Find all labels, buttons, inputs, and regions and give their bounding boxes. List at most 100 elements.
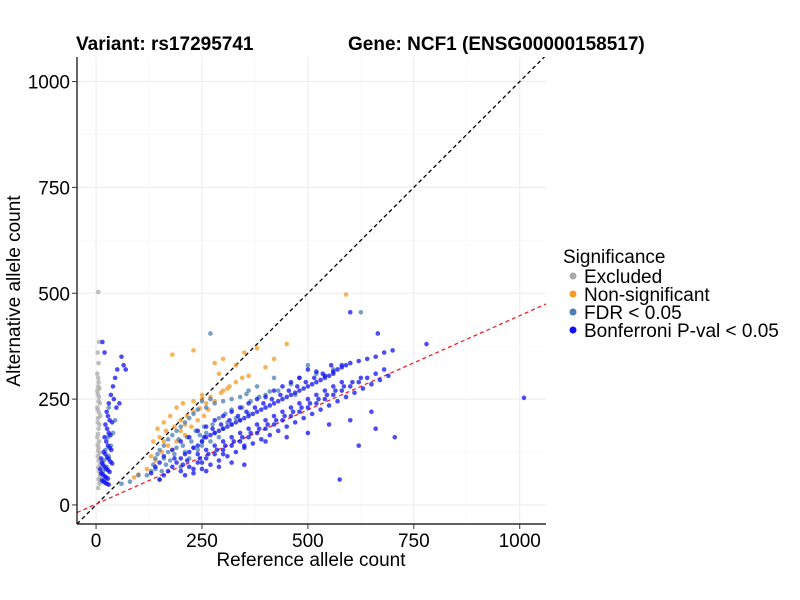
- data-point: [305, 430, 311, 436]
- data-point: [216, 464, 222, 470]
- data-point: [103, 422, 108, 427]
- data-point: [97, 401, 103, 406]
- data-point: [297, 388, 302, 393]
- data-point: [103, 439, 109, 444]
- y-tick-label: 500: [38, 284, 70, 305]
- data-point: [199, 439, 205, 444]
- data-point: [343, 362, 349, 368]
- data-point: [381, 367, 387, 372]
- data-point: [373, 426, 378, 432]
- y-tick-label: 0: [59, 496, 70, 517]
- x-tick-label: 0: [91, 531, 102, 552]
- data-point: [318, 407, 323, 412]
- data-point: [98, 413, 103, 419]
- data-point: [222, 443, 228, 448]
- data-point: [339, 365, 345, 370]
- data-point: [96, 426, 101, 432]
- data-point: [201, 413, 207, 419]
- data-point: [203, 405, 209, 410]
- data-point: [292, 390, 298, 396]
- data-point: [263, 394, 268, 400]
- data-point: [220, 426, 226, 432]
- data-point: [195, 460, 201, 465]
- data-point: [280, 384, 285, 389]
- data-point: [309, 381, 315, 387]
- data-point: [364, 356, 370, 362]
- data-point: [297, 409, 302, 415]
- data-point: [352, 390, 357, 396]
- data-point: [191, 411, 196, 417]
- data-point: [106, 401, 112, 406]
- data-point: [199, 392, 205, 398]
- data-point: [322, 388, 328, 393]
- data-point: [144, 473, 150, 478]
- data-point: [172, 456, 177, 461]
- data-point: [237, 394, 243, 400]
- data-point: [195, 443, 201, 448]
- data-point: [275, 388, 281, 393]
- legend-label: Non-significant: [584, 285, 710, 306]
- data-point: [110, 384, 116, 389]
- data-point: [358, 310, 364, 315]
- data-point: [331, 384, 336, 389]
- data-point: [174, 445, 179, 451]
- data-point: [186, 415, 192, 421]
- data-point: [186, 464, 192, 470]
- data-point: [191, 398, 196, 404]
- data-point: [267, 389, 273, 394]
- data-point: [216, 428, 222, 434]
- data-point: [242, 443, 247, 448]
- data-point: [242, 462, 247, 468]
- data-point: [267, 432, 273, 438]
- data-point: [95, 350, 101, 355]
- data-point: [254, 384, 260, 389]
- data-point: [292, 420, 298, 425]
- data-point: [203, 401, 209, 406]
- ticks: 0 250 500 750 1000 0 250 500 750 1000: [28, 73, 541, 552]
- data-point: [163, 428, 169, 434]
- data-point: [148, 470, 154, 476]
- data-point: [278, 392, 283, 398]
- data-point: [284, 394, 290, 400]
- data-point: [172, 451, 177, 457]
- reference-line-identity: [77, 57, 546, 524]
- data-point: [343, 292, 349, 297]
- data-point: [290, 409, 296, 415]
- data-point: [252, 405, 258, 410]
- data-point: [153, 456, 158, 461]
- data-point: [375, 331, 381, 336]
- data-point: [208, 462, 213, 468]
- data-point: [182, 420, 188, 425]
- data-point: [178, 428, 184, 434]
- data-point: [343, 394, 349, 400]
- data-point: [263, 439, 268, 444]
- data-point: [136, 473, 141, 478]
- data-point: [267, 403, 273, 408]
- data-point: [309, 411, 315, 417]
- data-point: [167, 458, 173, 463]
- data-point: [174, 405, 179, 410]
- data-point: [95, 375, 101, 381]
- data-point: [191, 445, 196, 451]
- data-point: [201, 434, 207, 440]
- y-tick-label: 1000: [28, 73, 70, 94]
- data-point: [197, 432, 203, 438]
- data-point: [165, 468, 171, 474]
- data-point: [297, 401, 302, 406]
- data-point: [280, 417, 285, 423]
- data-point: [333, 388, 338, 393]
- data-point: [178, 439, 184, 444]
- data-point: [233, 449, 239, 455]
- data-point: [114, 367, 120, 372]
- data-point: [263, 426, 268, 432]
- data-point: [161, 439, 167, 444]
- data-point: [246, 434, 251, 440]
- data-point: [95, 485, 101, 491]
- data-point: [165, 443, 171, 448]
- data-point: [191, 470, 196, 476]
- data-point: [273, 417, 279, 423]
- data-point: [280, 409, 285, 415]
- data-point: [350, 379, 355, 385]
- data-point: [288, 379, 294, 385]
